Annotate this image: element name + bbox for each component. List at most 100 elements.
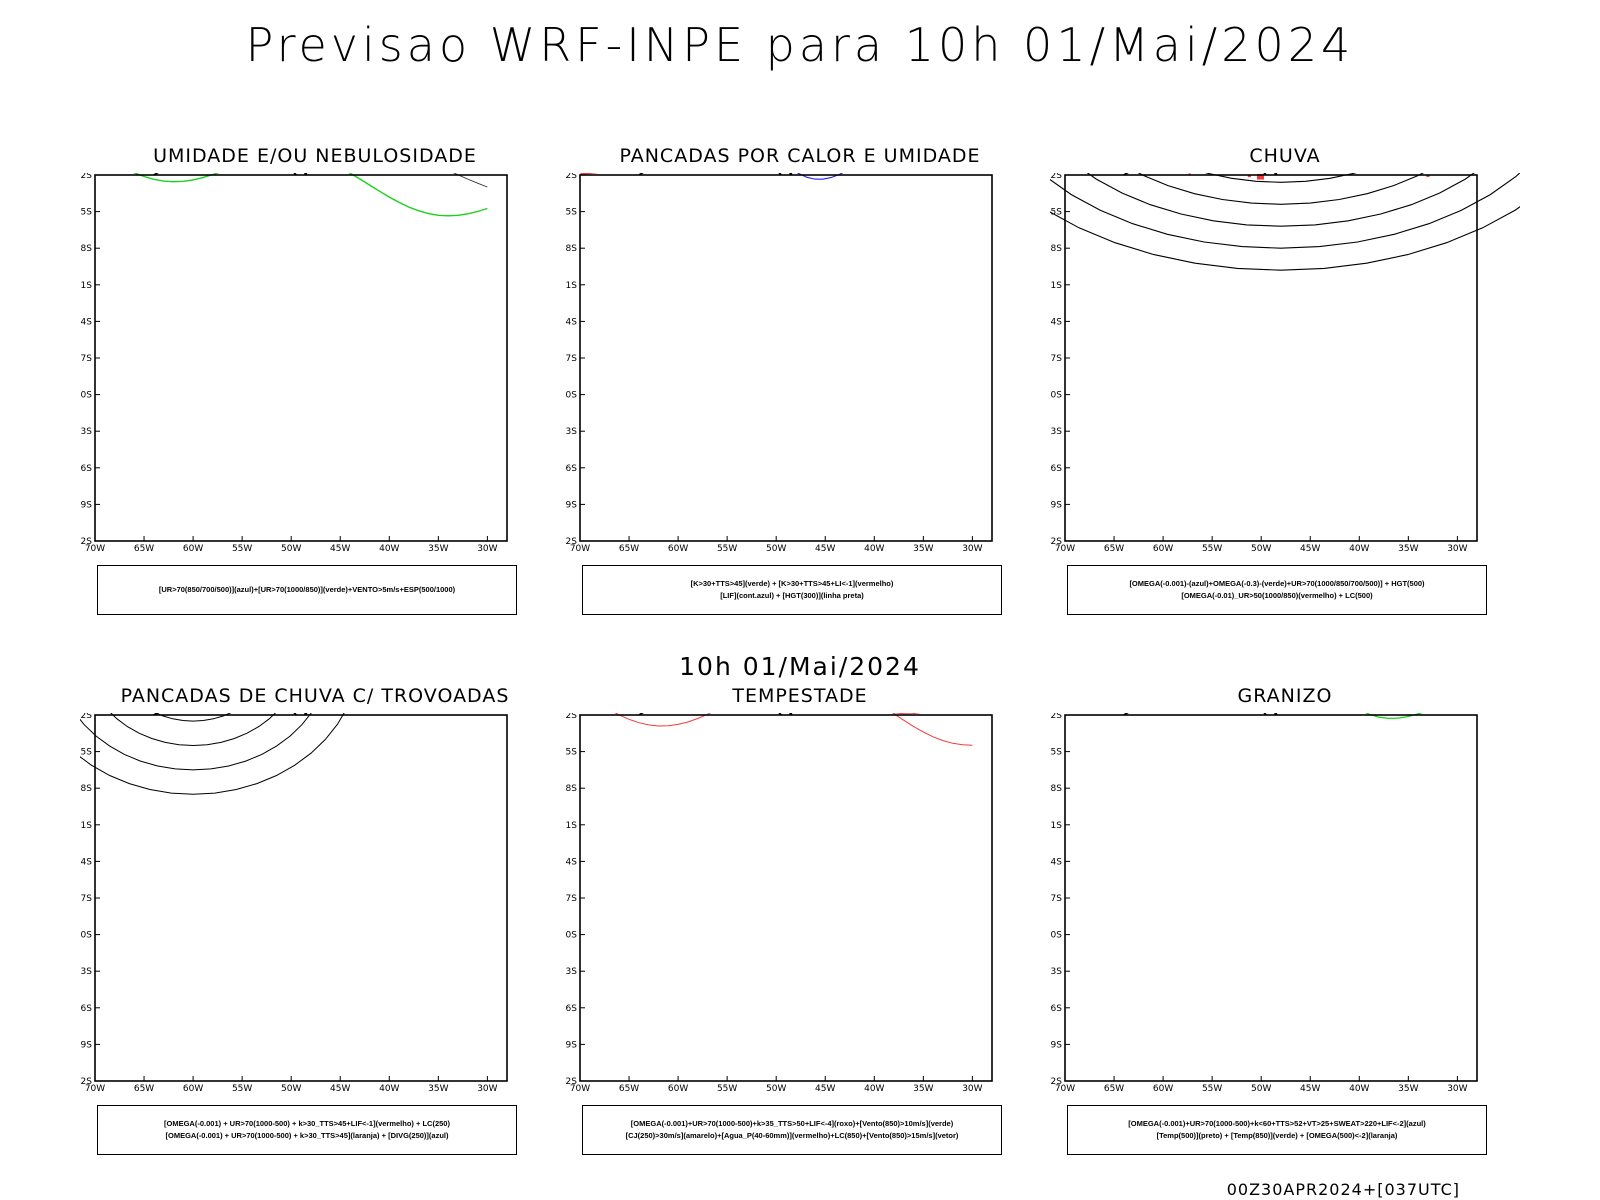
lat-tick-label: 27S [565,354,577,364]
plot-border [579,174,993,542]
legend-box: [OMEGA(-0.001)-(azul)+OMEGA(-0.3)-(verde… [1067,565,1487,615]
lon-tick-label: 70W [1055,544,1075,554]
legend-line-2: [CJ(250)>30m/s](amarelo)+[Agua_P(40-60mm… [625,1131,959,1140]
lon-tick-label: 50W [1251,544,1271,554]
plot-border [94,714,508,1082]
lon-tick-label: 40W [864,544,884,554]
lat-tick-label: 18S [565,244,577,254]
lat-tick-label: 21S [1050,281,1062,291]
lon-tick-label: 45W [815,1084,835,1094]
legend-line-1: [OMEGA(-0.001)+UR>70(1000-500)+k<60+TTS>… [1128,1119,1426,1128]
lat-tick-label: 24S [1050,857,1062,867]
lat-tick-label: 21S [1050,821,1062,831]
map-frame: 12S 15S 18S 21S 24S 27S 30S 33S 36S 39S 42S70W 65W 6… [80,713,508,1094]
lat-tick-label: 15S [80,208,92,218]
legend-line-1: [OMEGA(-0.001)+UR>70(1000-500)+k>35_TTS>… [630,1119,954,1128]
legend-line-2: [LIF](cont.azul) + [HGT(300)](linha pret… [720,591,864,600]
lon-tick-label: 60W [183,1084,203,1094]
lat-tick-label: 42S [565,1077,577,1087]
legend-box: [OMEGA(-0.001)+UR>70(1000-500)+k<60+TTS>… [1067,1105,1487,1155]
lon-tick-label: 60W [1153,544,1173,554]
lon-tick-label: 45W [330,1084,350,1094]
contour-line [1086,173,1475,227]
lat-tick-label: 42S [80,537,92,547]
lat-tick-label: 39S [565,500,577,510]
lat-tick-label: 15S [80,748,92,758]
lat-tick-label: 12S [565,173,577,181]
lon-tick-label: 50W [766,544,786,554]
lat-tick-label: 18S [80,244,92,254]
lon-tick-label: 35W [428,1084,448,1094]
lat-tick-label: 12S [80,173,92,181]
panel-tempestade: TEMPESTADE 405012S15S18S21S24S27S30S33S3… [565,685,1035,1185]
lon-tick-label: 30W [962,544,982,554]
lon-tick-label: 55W [1202,544,1222,554]
lat-tick-label: 30S [80,931,92,941]
lat-tick-label: 30S [565,391,577,401]
lat-tick-label: 24S [80,317,92,327]
lat-tick-label: 36S [565,1004,577,1014]
contour-line [110,713,277,747]
lon-tick-label: 55W [1202,1084,1222,1094]
legend-line-2: [OMEGA(-0.001) + UR>70(1000-500) + k>30_… [165,1131,449,1140]
lat-tick-label: 36S [1050,1004,1062,1014]
lat-tick-label: 33S [80,427,92,437]
plot-border [1064,174,1478,542]
plot-border [579,714,993,1082]
contour-line [1050,206,1520,271]
panel-title: PANCADAS POR CALOR E UMIDADE [619,145,981,167]
plot-border [1064,714,1478,1082]
lon-tick-label: 35W [1398,1084,1418,1094]
panel-title: UMIDADE E/OU NEBULOSIDADE [153,145,477,167]
lon-tick-label: 40W [1349,1084,1369,1094]
hgt500-black [1050,173,1520,271]
lat-tick-label: 30S [80,391,92,401]
map-chuva: 58858257657056455855254612S15S18S21S24S2… [1050,173,1520,554]
lon-tick-label: 50W [1251,1084,1271,1094]
panel-title: CHUVA [1249,145,1321,167]
lat-tick-label: 18S [1050,244,1062,254]
lat-tick-label: 36S [80,464,92,474]
lat-tick-label: 15S [1050,208,1062,218]
lat-tick-label: 12S [1050,713,1062,721]
map-granizo: -151218-1812S15S18S21S24S27S30S33S36S39S… [1050,713,1478,1094]
lon-tick-label: 50W [766,1084,786,1094]
contour-line [1050,173,1520,249]
lon-tick-label: 65W [619,1084,639,1094]
plot-border [94,174,508,542]
lon-tick-label: 70W [570,544,590,554]
legend-line-1: [K>30+TTS>45](verde) + [K>30+TTS>45+LI<-… [690,579,894,588]
lon-tick-label: 30W [477,544,497,554]
lat-tick-label: 12S [80,713,92,721]
lat-tick-label: 27S [80,354,92,364]
lon-tick-label: 70W [570,1084,590,1094]
lat-tick-label: 18S [565,784,577,794]
main-title: Previsao WRF-INPE para 10h 01/Mai/2024 [245,18,1355,72]
lon-tick-label: 55W [717,544,737,554]
lat-tick-label: 27S [1050,894,1062,904]
legend-line-2: [OMEGA(-0.01)_UR>50(1000/850)(vermelho) … [1181,591,1373,600]
lat-tick-label: 18S [1050,784,1062,794]
lon-tick-label: 50W [281,1084,301,1094]
lon-tick-label: 30W [962,1084,982,1094]
contour-line [80,713,345,795]
lat-tick-label: 15S [565,208,577,218]
lat-tick-label: 30S [565,931,577,941]
lat-tick-label: 15S [565,748,577,758]
footer-code: 00Z30APR2024+[037UTC] [1226,1180,1460,1199]
lat-tick-label: 30S [1050,391,1062,401]
map-tempestade: 405012S15S18S21S24S27S30S33S36S39S42S70W… [565,713,993,1094]
lat-tick-label: 39S [1050,500,1062,510]
legend-box: [K>30+TTS>45](verde) + [K>30+TTS>45+LI<-… [582,565,1002,615]
lat-tick-label: 33S [1050,967,1062,977]
lon-tick-label: 55W [232,1084,252,1094]
lon-tick-label: 70W [85,1084,105,1094]
legend-line-1: [OMEGA(-0.001) + UR>70(1000-500) + k>30_… [164,1119,450,1128]
lat-tick-label: 39S [80,1040,92,1050]
lat-tick-label: 36S [565,464,577,474]
panel-title: TEMPESTADE [732,685,868,707]
lat-tick-label: 39S [565,1040,577,1050]
lat-tick-label: 27S [80,894,92,904]
lon-tick-label: 35W [913,1084,933,1094]
lat-tick-label: 24S [1050,317,1062,327]
